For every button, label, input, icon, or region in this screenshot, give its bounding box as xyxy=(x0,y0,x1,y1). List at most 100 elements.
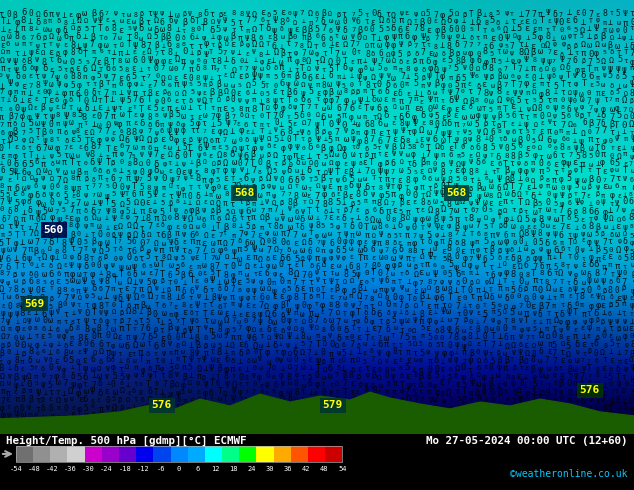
Text: β: β xyxy=(497,209,501,215)
Text: Ω: Ω xyxy=(456,160,461,170)
Text: ε: ε xyxy=(349,192,353,201)
Text: ω: ω xyxy=(623,83,628,89)
Text: π: π xyxy=(98,173,103,182)
Text: φ: φ xyxy=(56,26,61,35)
Text: 0: 0 xyxy=(174,66,178,72)
Polygon shape xyxy=(0,392,634,434)
Text: 5: 5 xyxy=(328,136,333,145)
Text: ⊥: ⊥ xyxy=(314,350,318,356)
Text: Ψ: Ψ xyxy=(358,98,363,106)
Text: ψ: ψ xyxy=(553,103,558,112)
Text: ε: ε xyxy=(559,285,564,294)
Text: ⊥: ⊥ xyxy=(126,382,130,388)
Text: τ: τ xyxy=(133,381,138,387)
Text: ε: ε xyxy=(460,247,465,256)
Text: δ: δ xyxy=(421,175,425,181)
Text: 0: 0 xyxy=(105,331,110,341)
Text: β: β xyxy=(245,73,249,78)
Text: β: β xyxy=(460,56,465,65)
Text: ε: ε xyxy=(552,48,557,57)
Text: Ω: Ω xyxy=(217,150,223,160)
Text: 5: 5 xyxy=(614,159,619,169)
Text: φ: φ xyxy=(378,191,384,199)
Text: π: π xyxy=(618,359,621,365)
Text: 7: 7 xyxy=(252,389,256,395)
Text: 0: 0 xyxy=(267,238,271,244)
Text: ⊥: ⊥ xyxy=(490,372,495,381)
Text: ψ: ψ xyxy=(545,246,551,256)
Text: ψ: ψ xyxy=(460,373,465,382)
Text: ω: ω xyxy=(181,102,186,112)
Text: β: β xyxy=(140,301,145,310)
Text: τ: τ xyxy=(118,366,123,374)
Text: T: T xyxy=(470,231,474,237)
Text: T: T xyxy=(370,34,375,43)
Text: ψ: ψ xyxy=(441,214,446,222)
Text: 0: 0 xyxy=(197,26,201,32)
Text: 6: 6 xyxy=(245,90,249,96)
Text: ⊥: ⊥ xyxy=(22,49,27,58)
Text: 5: 5 xyxy=(461,152,465,158)
Text: ω: ω xyxy=(435,176,439,182)
Text: ε: ε xyxy=(505,254,509,261)
Text: T: T xyxy=(300,103,304,113)
Text: π: π xyxy=(321,248,326,254)
Text: δ: δ xyxy=(27,206,32,215)
Text: π: π xyxy=(608,262,612,269)
Text: 0: 0 xyxy=(243,318,248,323)
Text: φ: φ xyxy=(15,18,20,26)
Text: π: π xyxy=(385,207,391,216)
Text: ψ: ψ xyxy=(567,395,572,404)
Text: Ψ: Ψ xyxy=(476,253,481,262)
Text: β: β xyxy=(595,245,600,254)
Text: 6: 6 xyxy=(189,404,194,414)
Text: τ: τ xyxy=(154,356,159,365)
Text: φ: φ xyxy=(538,90,543,98)
Text: ε: ε xyxy=(72,193,75,199)
Text: ⊥: ⊥ xyxy=(567,8,573,18)
Text: 6: 6 xyxy=(573,56,578,65)
Text: τ: τ xyxy=(462,358,467,364)
Text: ε: ε xyxy=(27,96,32,105)
Text: ω: ω xyxy=(126,263,131,272)
Text: φ: φ xyxy=(0,427,5,436)
Text: ψ: ψ xyxy=(351,134,356,144)
Text: β: β xyxy=(526,391,530,396)
Text: Ψ: Ψ xyxy=(448,280,451,286)
Text: 7: 7 xyxy=(146,74,151,79)
Text: δ: δ xyxy=(91,88,96,97)
Text: ω: ω xyxy=(104,41,108,50)
Text: ε: ε xyxy=(307,355,313,364)
Text: ω: ω xyxy=(630,168,634,173)
Text: β: β xyxy=(351,201,355,207)
Text: 8: 8 xyxy=(125,67,129,73)
Text: φ: φ xyxy=(588,316,593,325)
Text: T: T xyxy=(568,254,573,260)
Text: ψ: ψ xyxy=(433,411,439,420)
Text: 8: 8 xyxy=(232,10,236,16)
Text: Ω: Ω xyxy=(412,327,417,334)
Text: Ψ: Ψ xyxy=(453,182,458,191)
Text: π: π xyxy=(34,374,38,380)
Text: δ: δ xyxy=(21,192,25,197)
Text: T: T xyxy=(364,223,369,232)
Text: Ω: Ω xyxy=(28,136,33,145)
Text: 7: 7 xyxy=(153,150,158,159)
Text: δ: δ xyxy=(295,176,300,185)
Text: ε: ε xyxy=(223,73,228,78)
Text: 8: 8 xyxy=(561,105,565,110)
Text: 7: 7 xyxy=(468,256,472,262)
Text: 7: 7 xyxy=(153,79,157,89)
Text: φ: φ xyxy=(602,208,607,217)
Text: φ: φ xyxy=(448,349,453,358)
Text: φ: φ xyxy=(411,150,416,159)
Text: φ: φ xyxy=(434,319,437,325)
Text: ε: ε xyxy=(119,412,123,417)
Text: π: π xyxy=(286,279,290,285)
Text: β: β xyxy=(168,110,172,120)
Text: 6: 6 xyxy=(98,256,102,262)
Text: π: π xyxy=(210,63,216,73)
Text: Ω: Ω xyxy=(230,209,235,215)
Text: 7: 7 xyxy=(252,166,257,175)
Text: 8: 8 xyxy=(35,81,40,90)
